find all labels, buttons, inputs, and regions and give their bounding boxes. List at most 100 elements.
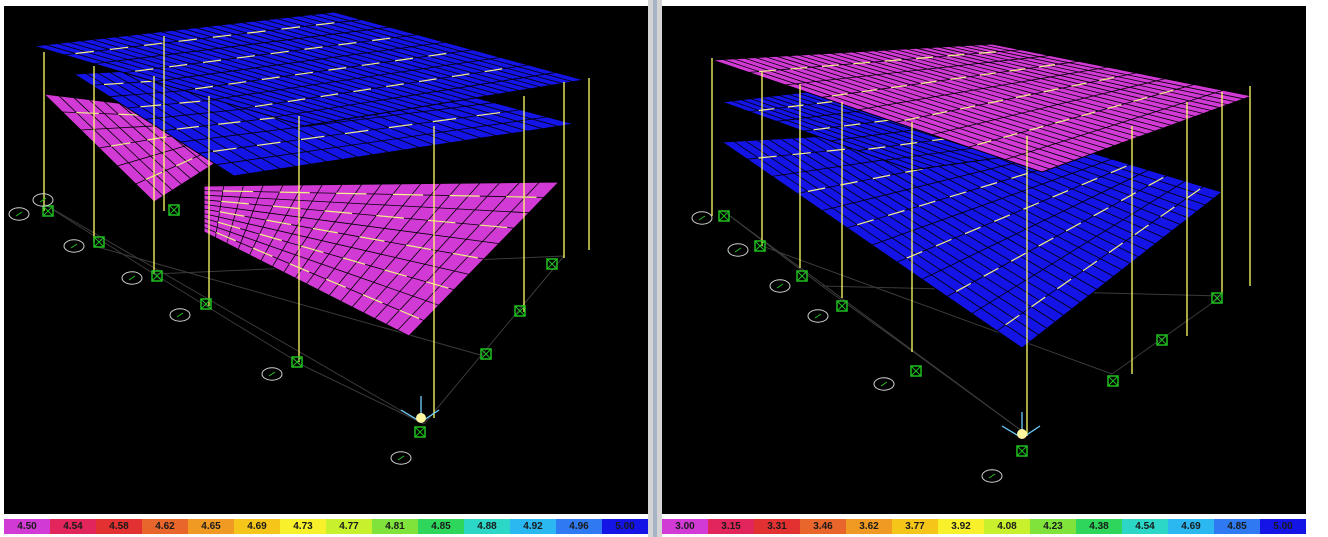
hatch-mark xyxy=(427,219,456,224)
legend-cell: 4.69 xyxy=(1168,519,1214,534)
support-icon xyxy=(1016,445,1028,457)
hatch-mark xyxy=(320,93,339,98)
support-icon xyxy=(754,240,766,252)
joint-marker-icon xyxy=(8,207,30,221)
support-icon xyxy=(514,305,526,317)
structure-3d-left[interactable] xyxy=(4,6,648,514)
hatch-mark xyxy=(905,168,923,173)
support-icon xyxy=(836,300,848,312)
hatch-mark xyxy=(935,238,952,247)
legend-cell: 4.38 xyxy=(1076,519,1122,534)
mesh-line xyxy=(750,98,946,166)
view-splitter[interactable] xyxy=(648,0,662,537)
support-icon xyxy=(151,270,163,282)
hatch-mark xyxy=(980,182,998,189)
grid-line xyxy=(423,255,565,425)
mesh-line xyxy=(109,71,281,170)
hatch-mark xyxy=(418,78,437,83)
mesh-line xyxy=(778,94,979,162)
legend-cell: 4.88 xyxy=(464,519,510,534)
hatch-mark xyxy=(144,42,163,46)
legend-cell: 4.81 xyxy=(372,519,418,534)
model-view-right[interactable] xyxy=(662,6,1306,514)
legend-cell: 4.58 xyxy=(96,519,142,534)
hatch-mark xyxy=(1108,242,1124,254)
mesh-line xyxy=(808,54,1115,147)
mesh-line xyxy=(1005,89,1224,160)
support-icon xyxy=(200,298,212,310)
hatch-mark xyxy=(479,224,508,229)
axis-origin xyxy=(1017,429,1027,439)
hatch-mark xyxy=(949,191,967,198)
grid-line xyxy=(43,203,155,275)
hatch-mark xyxy=(1133,96,1148,102)
mesh-line xyxy=(203,213,470,275)
hatch-mark xyxy=(376,214,404,219)
legend-cell: 4.54 xyxy=(1122,519,1168,534)
legend-cell: 4.96 xyxy=(556,519,602,534)
hatch-mark xyxy=(236,55,255,59)
contour-legend-left: 4.50 4.54 4.58 4.62 4.65 4.69 4.73 4.77 4.81 4.85… xyxy=(4,519,648,534)
hatch-mark xyxy=(787,104,804,108)
mesh-line xyxy=(971,180,1186,315)
hatch-mark xyxy=(1186,188,1201,200)
hatch-mark xyxy=(506,196,537,198)
hatch-mark xyxy=(76,111,99,115)
hatch-mark xyxy=(1148,176,1164,187)
support-icon xyxy=(754,240,766,252)
hatch-mark xyxy=(884,59,902,62)
mesh-line xyxy=(273,72,557,118)
hatch-mark xyxy=(1039,64,1056,68)
hatch-mark xyxy=(1009,68,1026,72)
hatch-mark xyxy=(1005,314,1020,326)
hatch-mark xyxy=(338,41,357,46)
mesh-line xyxy=(873,50,1164,129)
hatch-mark xyxy=(342,257,366,265)
joint-marker-icon xyxy=(691,211,713,225)
joint-marker-icon xyxy=(698,215,706,221)
hatch-mark xyxy=(395,57,413,62)
hatch-mark xyxy=(1056,278,1072,290)
hatch-mark xyxy=(807,187,826,192)
hatch-mark xyxy=(140,104,162,108)
grid-line xyxy=(93,245,485,357)
hatch-mark xyxy=(392,193,424,196)
structure-3d-right[interactable] xyxy=(662,6,1306,514)
legend-cell: 4.08 xyxy=(984,519,1030,534)
support-icon xyxy=(910,365,922,377)
mesh-line xyxy=(310,14,563,84)
base-supports xyxy=(8,193,558,465)
mesh-line xyxy=(203,227,425,321)
hatch-mark xyxy=(103,82,124,86)
hatch-mark xyxy=(887,209,905,217)
hatch-mark xyxy=(361,62,380,67)
hatch-mark xyxy=(110,142,131,147)
hatch-mark xyxy=(1110,165,1127,174)
hatch-mark xyxy=(312,227,338,234)
hatch-mark xyxy=(861,88,878,93)
mesh-line xyxy=(841,52,1140,138)
hatch-mark xyxy=(372,37,391,42)
hatch-mark xyxy=(261,76,280,81)
hatch-mark xyxy=(252,247,273,257)
contour-legend-right: 3.00 3.15 3.31 3.46 3.62 3.77 3.92 4.08 4.23 4.38… xyxy=(662,519,1306,534)
model-view-left[interactable] xyxy=(4,6,648,514)
grid-line xyxy=(911,350,1023,432)
legend-cell: 3.31 xyxy=(754,519,800,534)
joint-marker-icon xyxy=(734,247,742,253)
hatch-mark xyxy=(1015,93,1031,99)
hatch-mark xyxy=(270,50,289,55)
support-icon xyxy=(151,270,163,282)
hatch-mark xyxy=(1071,82,1087,87)
hatch-mark xyxy=(918,200,936,207)
joint-marker-icon xyxy=(390,451,412,465)
hatch-mark xyxy=(300,135,325,141)
joint-marker-icon xyxy=(128,275,136,281)
mesh-line xyxy=(765,56,1083,158)
hatch-mark xyxy=(821,64,839,67)
splitter-grip[interactable] xyxy=(653,0,657,537)
hatch-mark xyxy=(1065,222,1082,232)
mesh-line xyxy=(776,55,1091,155)
hatch-mark xyxy=(900,141,918,146)
mesh-line xyxy=(948,46,1220,109)
